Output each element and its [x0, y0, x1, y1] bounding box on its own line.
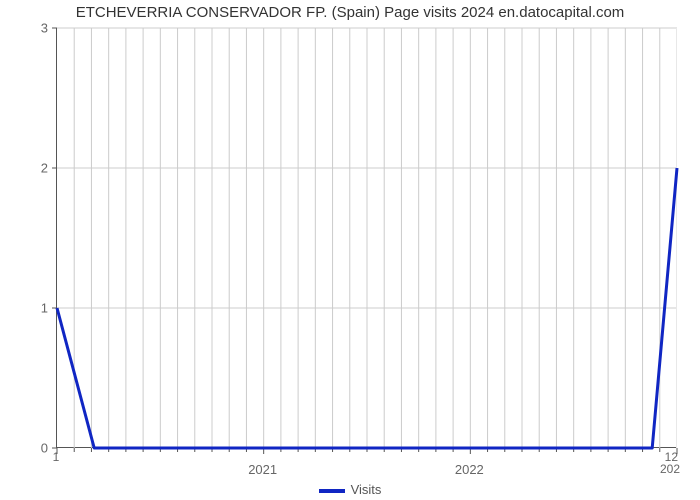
- legend: Visits: [0, 482, 700, 497]
- y-tick-label: 0: [18, 441, 48, 456]
- legend-swatch: [319, 489, 345, 493]
- plot-svg: [57, 28, 677, 448]
- y-tick-label: 1: [18, 301, 48, 316]
- x-tick-label: 2021: [248, 462, 277, 477]
- y-tick-label: 2: [18, 161, 48, 176]
- plot-area: [56, 28, 676, 448]
- y-tick-label: 3: [18, 21, 48, 36]
- x-tick-label: 2022: [455, 462, 484, 477]
- legend-label: Visits: [351, 482, 382, 497]
- x-secondary-right-label-2: 202: [660, 462, 680, 476]
- chart-title: ETCHEVERRIA CONSERVADOR FP. (Spain) Page…: [0, 4, 700, 21]
- chart-container: ETCHEVERRIA CONSERVADOR FP. (Spain) Page…: [0, 0, 700, 500]
- x-secondary-left-label: 1: [53, 450, 60, 464]
